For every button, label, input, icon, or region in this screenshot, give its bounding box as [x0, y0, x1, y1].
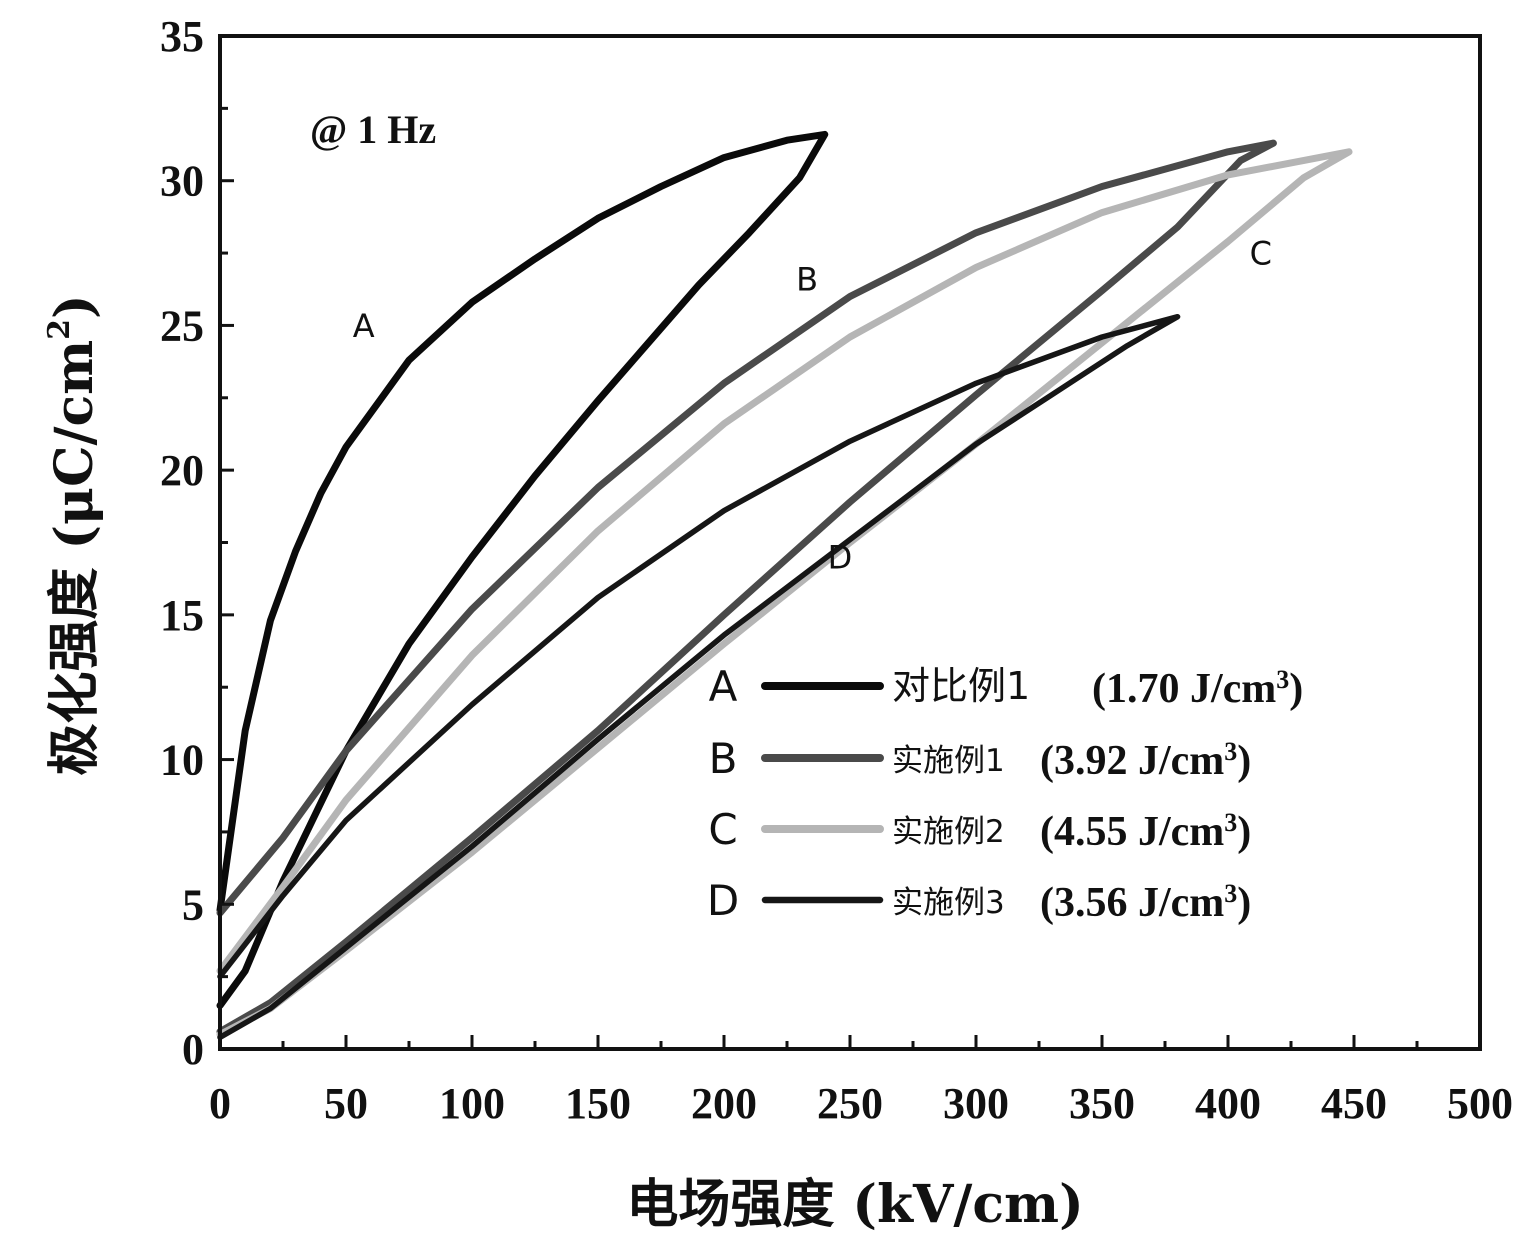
y-tick-label: 10 [160, 736, 204, 785]
x-axis-title: 电场强度 (kV/cm) [626, 1174, 1083, 1235]
y-tick-label: 35 [160, 12, 204, 61]
legend-name: 实施例2 [892, 814, 1005, 850]
y-axis-title: 极化强度 (μC/cm2) [42, 294, 105, 775]
x-tick-label: 150 [565, 1079, 631, 1128]
series-a-loop [216, 130, 829, 1010]
legend-name: 实施例3 [892, 885, 1005, 921]
legend-entry-b: B 实施例1 (3.92 J/cm3) [709, 734, 1252, 784]
curve-layer [216, 130, 1353, 1041]
curve-label-a: A [353, 307, 375, 345]
legend-entry-d: D 实施例3 (3.56 J/cm3) [707, 876, 1251, 926]
legend-name: 对比例1 [892, 664, 1030, 708]
y-tick-label: 0 [182, 1025, 204, 1074]
legend-name: 实施例1 [892, 743, 1005, 779]
legend-entry-a: A 对比例1 (1.70 J/cm3) [709, 662, 1304, 712]
legend: A 对比例1 (1.70 J/cm3) B 实施例1 (3.92 J/cm3) C 实施例2 (… [707, 662, 1303, 926]
legend-letter: D [707, 876, 739, 925]
y-tick-label: 15 [160, 591, 204, 640]
y-tick-label: 20 [160, 446, 204, 495]
curve-label-c: C [1250, 235, 1272, 273]
legend-value: (4.55 J/cm3) [1040, 808, 1251, 856]
frequency-annotation: @ 1 Hz [310, 107, 436, 152]
x-tick-label: 100 [439, 1079, 505, 1128]
x-tick-label: 500 [1447, 1079, 1513, 1128]
y-tick-label: 25 [160, 301, 204, 350]
x-tick-label: 200 [691, 1079, 757, 1128]
y-tick-label: 30 [160, 157, 204, 206]
curve-label-d: D [828, 539, 853, 577]
x-tick-label: 250 [817, 1079, 883, 1128]
label-layer: A B C D [353, 235, 1272, 577]
y-tick-label: 5 [182, 880, 204, 929]
legend-value: (3.92 J/cm3) [1040, 737, 1251, 785]
legend-letter: A [709, 662, 738, 711]
tick-layer: 0 50 100 150 200 250 300 350 400 450 500 0 5 10 15 20 25… [160, 12, 1513, 1128]
curve-label-b: B [796, 261, 818, 299]
legend-letter: B [709, 734, 738, 783]
x-tick-label: 450 [1321, 1079, 1387, 1128]
legend-entry-c: C 实施例2 (4.55 J/cm3) [708, 805, 1251, 855]
legend-value: (3.56 J/cm3) [1040, 879, 1251, 927]
x-tick-label: 50 [324, 1079, 368, 1128]
x-tick-label: 300 [943, 1079, 1009, 1128]
x-tick-label: 400 [1195, 1079, 1261, 1128]
legend-value: (1.70 J/cm3) [1092, 665, 1303, 713]
legend-letter: C [708, 805, 737, 854]
series-b-loop [216, 139, 1277, 1036]
series-c-loop [216, 148, 1353, 1038]
x-tick-label: 350 [1069, 1079, 1135, 1128]
x-tick-label: 0 [209, 1079, 231, 1128]
series-d-loop [217, 313, 1181, 1041]
